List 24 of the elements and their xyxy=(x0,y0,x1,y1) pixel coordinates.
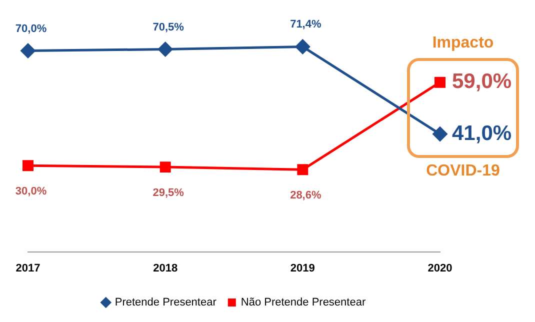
data-label: 70,5% xyxy=(152,21,184,34)
legend-label: Não Pretende Presentear xyxy=(240,296,366,309)
annotation: COVID-19 xyxy=(426,162,500,180)
point xyxy=(160,162,171,173)
point xyxy=(22,160,34,172)
x-tick-label: 2019 xyxy=(290,262,315,274)
point xyxy=(434,76,446,88)
point xyxy=(297,164,308,176)
x-tick-label: 2017 xyxy=(16,262,40,274)
data-label: 29,5% xyxy=(152,187,184,200)
x-tick-label: 2020 xyxy=(428,262,452,274)
data-label: 41,0% xyxy=(452,122,512,145)
data-label: 28,6% xyxy=(290,190,322,202)
data-label: 30,0% xyxy=(15,186,47,198)
point xyxy=(158,42,173,57)
x-tick-label: 2018 xyxy=(153,262,178,274)
point xyxy=(20,43,36,58)
legend-label: Pretende Presentear xyxy=(114,296,217,309)
point xyxy=(432,126,448,142)
data-label: 70,0% xyxy=(15,22,47,35)
annotation: Impacto xyxy=(432,34,494,52)
data-label: 71,4% xyxy=(290,18,322,31)
data-label: 59,0% xyxy=(452,70,512,94)
point xyxy=(295,39,310,54)
